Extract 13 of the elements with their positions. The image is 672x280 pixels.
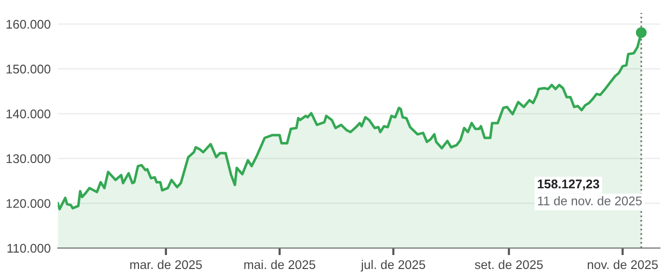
x-tick-label: mai. de 2025 bbox=[244, 260, 316, 270]
x-tick-label: nov. de 2025 bbox=[588, 260, 658, 270]
y-tick-label: 110.000 bbox=[8, 244, 50, 253]
y-tick-label: 150.000 bbox=[6, 64, 50, 74]
y-tick-label: 140.000 bbox=[6, 109, 50, 118]
y-tick-label: 130.000 bbox=[6, 154, 50, 164]
annotation: 158.127,23 bbox=[538, 180, 600, 190]
x-tick-label: jul. de 2025 bbox=[360, 260, 426, 272]
x-tick-label: set. de 2025 bbox=[474, 260, 543, 270]
x-tick-label: mar. de 2025 bbox=[130, 260, 202, 270]
annotation: 11 de nov. de 2025 bbox=[538, 196, 642, 206]
y-tick-label: 160.000 bbox=[6, 20, 50, 29]
y-tick-label: 120.000 bbox=[6, 199, 50, 208]
